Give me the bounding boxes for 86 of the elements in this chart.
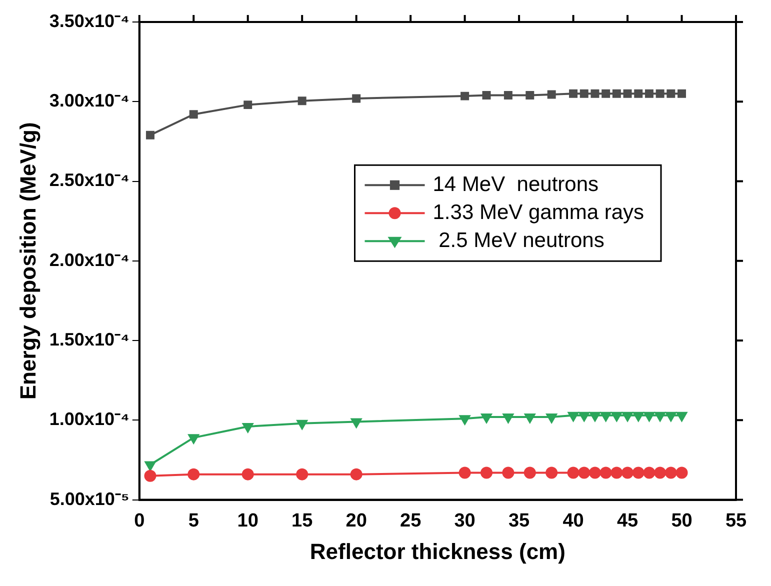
point xyxy=(578,412,590,422)
point xyxy=(296,468,308,480)
point xyxy=(676,412,688,422)
point xyxy=(654,412,666,422)
point xyxy=(676,466,688,479)
x-tick-label: 5 xyxy=(188,510,200,532)
legend-label: 2.5 MeV neutrons xyxy=(432,228,604,252)
point xyxy=(622,466,634,479)
y-tick-label: 5.00x10⁻⁵ xyxy=(50,488,130,509)
point xyxy=(188,434,200,445)
point xyxy=(524,413,536,424)
legend-label: 1.33 MeV gamma rays xyxy=(432,200,644,224)
point xyxy=(482,91,491,100)
point xyxy=(610,466,623,479)
x-tick-label: 15 xyxy=(292,510,314,532)
point xyxy=(610,412,623,422)
x-tick-label: 35 xyxy=(508,510,530,532)
point xyxy=(623,89,632,98)
point xyxy=(580,89,588,98)
point xyxy=(621,412,634,422)
point xyxy=(643,412,656,422)
point xyxy=(634,89,643,98)
x-tick-label: 20 xyxy=(346,510,367,532)
x-tick-label: 10 xyxy=(237,510,258,532)
point xyxy=(567,412,580,422)
point xyxy=(480,466,492,479)
point xyxy=(567,466,580,479)
y-tick-label: 1.50x10⁻⁴ xyxy=(49,330,130,350)
point xyxy=(458,466,471,479)
point xyxy=(602,89,610,98)
point xyxy=(504,91,512,100)
point xyxy=(298,96,306,106)
y-tick-label: 3.00x10⁻⁴ xyxy=(49,90,130,111)
point xyxy=(588,412,602,422)
x-tick-label: 25 xyxy=(400,510,422,532)
point xyxy=(188,468,200,480)
legend-label: 14 MeV neutrons xyxy=(432,172,599,196)
point xyxy=(350,418,362,429)
x-tick-label: 55 xyxy=(725,510,747,532)
y-tick-label: 2.00x10⁻⁴ xyxy=(49,250,130,270)
point xyxy=(524,466,536,479)
point xyxy=(588,466,601,479)
point xyxy=(632,466,644,479)
point xyxy=(546,413,558,424)
point xyxy=(242,423,254,434)
point xyxy=(664,412,677,422)
y-axis-title: Energy deposition (MeV/g) xyxy=(15,122,40,400)
x-tick-label: 50 xyxy=(671,510,692,532)
point xyxy=(244,100,252,110)
point xyxy=(242,468,254,480)
point xyxy=(146,130,154,140)
point xyxy=(569,89,578,98)
point xyxy=(678,89,686,98)
point xyxy=(480,413,493,424)
x-tick-label: 45 xyxy=(616,510,639,532)
x-tick-label: 30 xyxy=(454,510,476,532)
point xyxy=(643,466,656,479)
point xyxy=(632,412,644,422)
point xyxy=(144,470,156,482)
point xyxy=(600,412,612,422)
point xyxy=(526,91,534,100)
point xyxy=(644,89,654,98)
point xyxy=(656,89,664,98)
x-tick-label: 40 xyxy=(562,510,584,532)
point xyxy=(458,415,471,426)
y-tick-label: 2.50x10⁻⁴ xyxy=(49,170,130,190)
point xyxy=(502,466,514,479)
point xyxy=(664,466,677,479)
point xyxy=(350,468,362,480)
point xyxy=(578,466,590,479)
point xyxy=(296,420,308,430)
point xyxy=(460,92,470,100)
y-tick-label: 3.50x10⁻⁴ xyxy=(49,10,130,31)
point xyxy=(654,466,666,479)
point xyxy=(600,466,612,479)
point xyxy=(590,89,600,98)
point xyxy=(546,466,558,479)
point xyxy=(666,89,676,98)
x-axis-title: Reflector thickness (cm) xyxy=(310,538,566,564)
point xyxy=(612,89,621,98)
point xyxy=(352,94,361,103)
point xyxy=(189,110,198,119)
y-tick-label: 1.00x10⁻⁴ xyxy=(49,409,130,430)
point xyxy=(547,90,556,99)
point xyxy=(502,413,514,424)
x-tick-label: 0 xyxy=(134,510,145,532)
